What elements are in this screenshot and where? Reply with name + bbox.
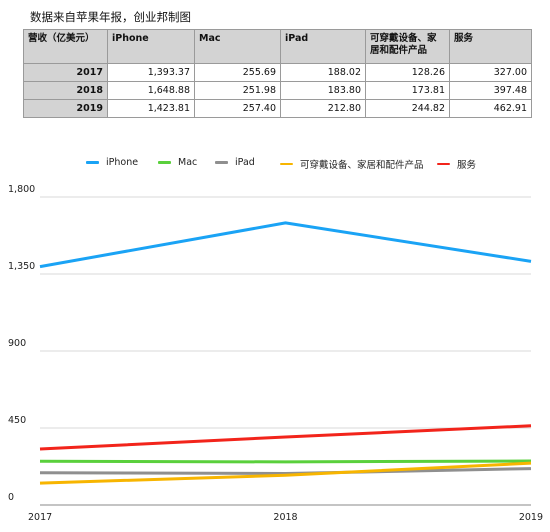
series-line — [39, 424, 532, 451]
legend-swatch — [158, 161, 171, 164]
chart-legend: iPhone Mac iPad 可穿戴设备、家居和配件产品 服务 — [0, 157, 550, 171]
series-line — [39, 221, 532, 269]
legend-label: iPhone — [106, 157, 139, 168]
table-row: 2019 1,423.81 257.40 212.80 244.82 462.9… — [23, 99, 532, 118]
legend-item-iphone: iPhone — [86, 157, 138, 168]
row-header-year: 2018 — [23, 81, 108, 100]
series-line — [39, 467, 532, 475]
column-header-services: 服务 — [449, 29, 532, 64]
table-cell: 128.26 — [365, 63, 450, 82]
table-cell: 188.02 — [280, 63, 366, 82]
table-cell: 212.80 — [280, 99, 366, 118]
y-tick-label: 450 — [8, 415, 26, 426]
column-header-mac: Mac — [194, 29, 281, 64]
x-tick-label: 2019 — [519, 512, 543, 523]
table-header-row: 营收（亿美元） iPhone Mac iPad 可穿戴设备、家居和配件产品 服务 — [23, 29, 532, 64]
y-tick-label: 1,800 — [8, 184, 35, 195]
y-tick-label: 1,350 — [8, 261, 35, 272]
legend-label: iPad — [235, 157, 255, 168]
legend-item-mac: Mac — [158, 157, 197, 168]
legend-item-wearables: 可穿戴设备、家居和配件产品 — [280, 157, 424, 171]
series-line — [39, 459, 532, 464]
table-cell: 244.82 — [365, 99, 450, 118]
table-cell: 1,393.37 — [107, 63, 195, 82]
legend-label: Mac — [178, 157, 198, 168]
legend-item-ipad: iPad — [215, 157, 255, 168]
chart-caption: 数据来自苹果年报，创业邦制图 — [30, 10, 191, 24]
row-header-year: 2019 — [23, 99, 108, 118]
y-tick-label: 900 — [8, 338, 26, 349]
y-tick-label: 0 — [8, 492, 14, 503]
legend-swatch — [280, 162, 293, 166]
legend-swatch — [215, 161, 228, 164]
legend-item-services: 服务 — [437, 157, 476, 171]
table-cell: 1,423.81 — [107, 99, 195, 118]
series-line — [39, 461, 532, 485]
table-cell: 397.48 — [449, 81, 532, 100]
column-header-iphone: iPhone — [107, 29, 195, 64]
table-cell: 1,648.88 — [107, 81, 195, 100]
table-cell: 257.40 — [194, 99, 281, 118]
x-tick-label: 2018 — [273, 512, 297, 523]
column-header-wearables: 可穿戴设备、家居和配件产品 — [365, 29, 450, 64]
x-tick-label: 2017 — [28, 512, 52, 523]
table-row: 2018 1,648.88 251.98 183.80 173.81 397.4… — [23, 81, 532, 100]
legend-label: 服务 — [457, 160, 477, 171]
legend-swatch — [437, 162, 450, 166]
table-cell: 327.00 — [449, 63, 532, 82]
data-table: 营收（亿美元） iPhone Mac iPad 可穿戴设备、家居和配件产品 服务… — [23, 29, 532, 118]
column-header-ipad: iPad — [280, 29, 366, 64]
legend-label: 可穿戴设备、家居和配件产品 — [300, 160, 424, 171]
legend-swatch — [86, 161, 99, 164]
table-cell: 462.91 — [449, 99, 532, 118]
